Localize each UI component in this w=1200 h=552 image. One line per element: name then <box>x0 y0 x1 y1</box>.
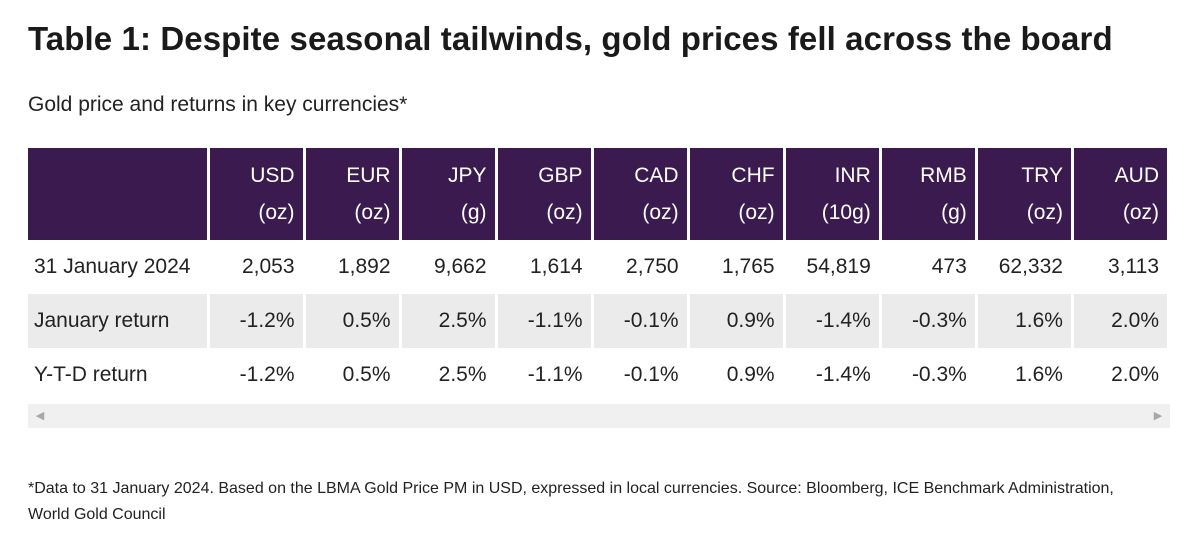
currency-code: USD <box>250 164 295 187</box>
currency-code: TRY <box>1021 164 1063 187</box>
header-cell-cad: CAD (oz) <box>593 148 687 240</box>
table-cell: -1.2% <box>239 363 295 386</box>
table-cell: -0.3% <box>881 294 975 348</box>
currency-code: JPY <box>448 164 487 187</box>
currency-unit: (oz) <box>642 201 679 224</box>
table-cell: 1.6% <box>977 294 1071 348</box>
table-cell: 2.0% <box>1073 294 1167 348</box>
currency-code: RMB <box>920 164 967 187</box>
table-scroll-container[interactable]: USD (oz) EUR (oz) JPY (g) GBP (oz) CAD (oz) CHF (oz… <box>28 148 1170 428</box>
table-cell: -0.1% <box>623 363 679 386</box>
header-empty-cell <box>28 148 207 240</box>
header-cell-rmb: RMB (g) <box>881 148 975 240</box>
scroll-left-icon[interactable]: ◀ <box>35 410 45 422</box>
table-cell: -1.2% <box>209 294 303 348</box>
table-cell: -1.1% <box>527 363 583 386</box>
currency-unit: (oz) <box>354 201 391 224</box>
currency-unit: (g) <box>460 201 487 224</box>
table-cell: 3,113 <box>1108 255 1159 278</box>
currency-code: INR <box>834 164 871 187</box>
table-cell: 2.5% <box>438 363 487 386</box>
currency-unit: (10g) <box>821 201 871 224</box>
table-cell: 9,662 <box>433 255 487 278</box>
header-cell-eur: EUR (oz) <box>305 148 399 240</box>
currency-unit: (oz) <box>546 201 583 224</box>
row-label: January return <box>28 294 207 348</box>
table-cell: 473 <box>931 255 967 278</box>
table-cell: -0.3% <box>911 363 967 386</box>
table-cell: 1,614 <box>530 255 583 278</box>
table-row: 31 January 2024 2,053 1,892 9,662 1,614 2,750… <box>28 240 1167 294</box>
table-cell: 0.5% <box>305 294 399 348</box>
table-subtitle: Gold price and returns in key currencies… <box>28 93 408 116</box>
table-cell: -1.1% <box>497 294 591 348</box>
table-cell: 2.0% <box>1111 363 1159 386</box>
currency-code: CAD <box>634 164 679 187</box>
table-cell: -0.1% <box>593 294 687 348</box>
header-cell-chf: CHF (oz) <box>689 148 783 240</box>
table-cell: 0.9% <box>689 294 783 348</box>
table-cell: 0.5% <box>342 363 391 386</box>
table-header-row: USD (oz) EUR (oz) JPY (g) GBP (oz) CAD (oz) CHF (oz… <box>28 148 1167 240</box>
scroll-right-icon[interactable]: ▶ <box>1153 410 1163 422</box>
table-cell: 54,819 <box>806 255 871 278</box>
footnote: *Data to 31 January 2024. Based on the L… <box>28 480 1114 523</box>
header-cell-jpy: JPY (g) <box>401 148 495 240</box>
header-cell-usd: USD (oz) <box>209 148 303 240</box>
table-row: January return -1.2% 0.5% 2.5% -1.1% -0.1% 0.9… <box>28 294 1167 348</box>
row-label: 31 January 2024 <box>34 255 191 278</box>
table-row: Y-T-D return -1.2% 0.5% 2.5% -1.1% -0.1% 0.9% -… <box>28 348 1167 402</box>
row-label: Y-T-D return <box>34 363 148 386</box>
table-cell: 0.9% <box>726 363 775 386</box>
table-cell: 2,750 <box>626 255 679 278</box>
currency-unit: (oz) <box>1122 201 1159 224</box>
header-cell-inr: INR (10g) <box>785 148 879 240</box>
currency-code: AUD <box>1114 164 1159 187</box>
currency-unit: (oz) <box>738 201 775 224</box>
currency-code: GBP <box>538 164 583 187</box>
currency-unit: (oz) <box>1026 201 1063 224</box>
table-cell: 1,765 <box>722 255 775 278</box>
horizontal-scrollbar[interactable]: ◀ ▶ <box>28 404 1170 428</box>
currency-unit: (g) <box>941 201 967 224</box>
gold-returns-table: USD (oz) EUR (oz) JPY (g) GBP (oz) CAD (oz) CHF (oz… <box>28 148 1170 402</box>
currency-unit: (oz) <box>258 201 295 224</box>
header-cell-try: TRY (oz) <box>977 148 1071 240</box>
header-cell-aud: AUD (oz) <box>1073 148 1167 240</box>
currency-code: EUR <box>346 164 391 187</box>
table-cell: -1.4% <box>785 294 879 348</box>
header-cell-gbp: GBP (oz) <box>497 148 591 240</box>
table-cell: 1.6% <box>1015 363 1063 386</box>
table-cell: 62,332 <box>998 255 1063 278</box>
table-cell: 2.5% <box>401 294 495 348</box>
table-cell: -1.4% <box>815 363 871 386</box>
table-cell: 1,892 <box>337 255 391 278</box>
currency-code: CHF <box>731 164 775 187</box>
table-cell: 2,053 <box>241 255 295 278</box>
page-title: Table 1: Despite seasonal tailwinds, gol… <box>28 20 1113 57</box>
